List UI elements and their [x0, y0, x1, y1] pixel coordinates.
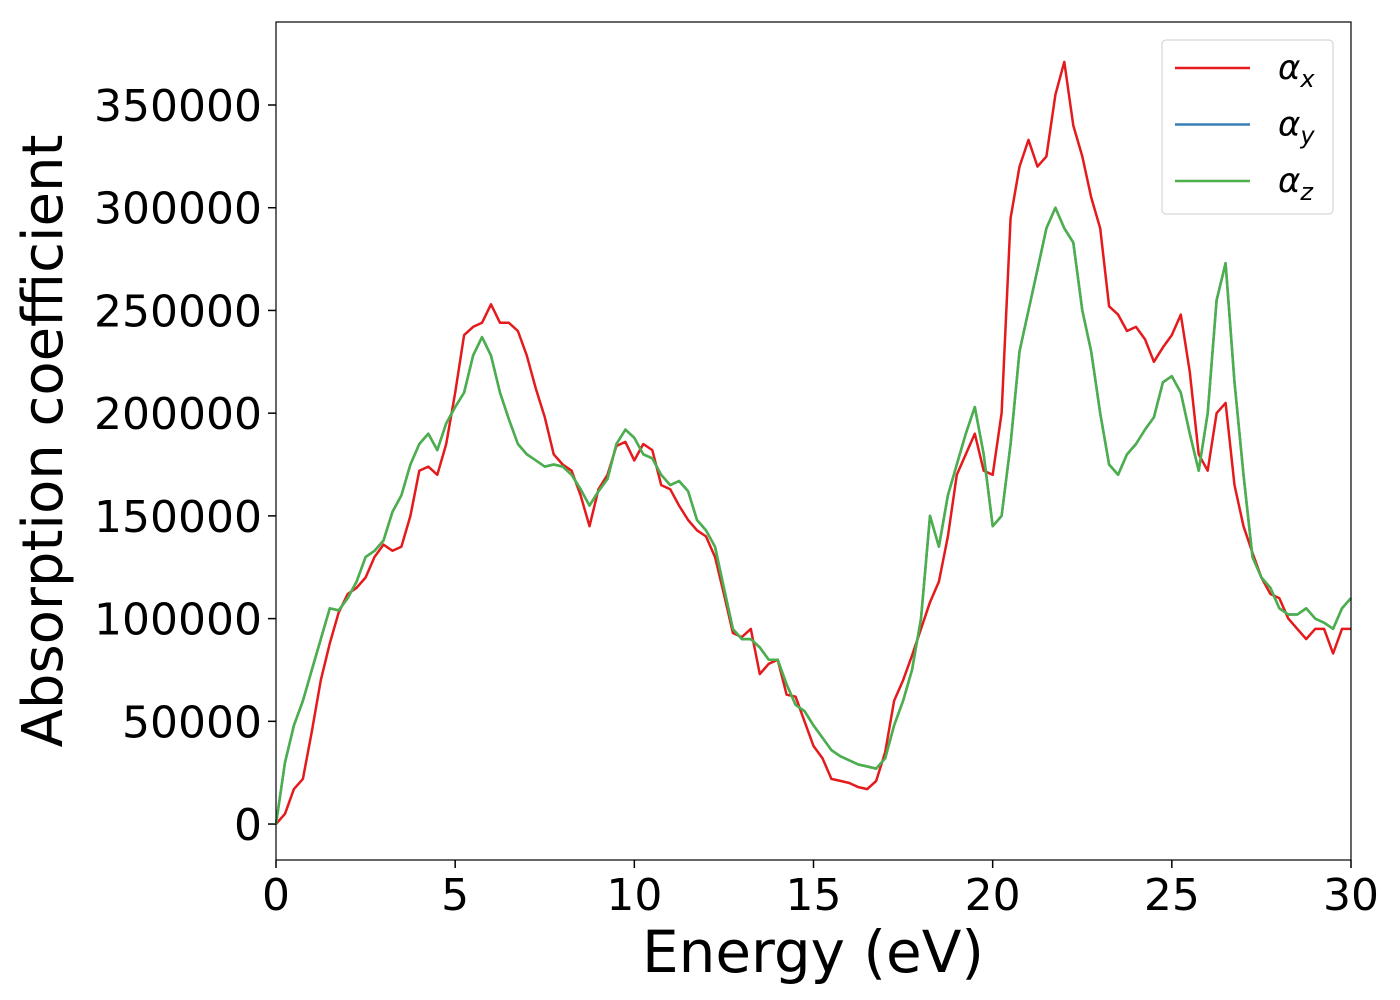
legend: αx αy αz — [1161, 39, 1334, 215]
x-tick-label: 5 — [441, 870, 469, 921]
legend-label: αz — [1278, 161, 1314, 206]
x-tick-label: 0 — [262, 870, 290, 921]
x-tick-label: 25 — [1144, 870, 1200, 921]
x-tick-label: 20 — [965, 870, 1021, 921]
y-axis-label: Absorption coefficient — [11, 135, 76, 748]
y-tick-label: 250000 — [94, 286, 262, 337]
x-tick-label: 30 — [1323, 870, 1379, 921]
data-line — [274, 206, 1352, 825]
legend-label: αx — [1278, 48, 1315, 93]
data-line — [274, 206, 1352, 825]
data-line — [275, 60, 1351, 825]
x-axis-label: Energy (eV) — [642, 918, 984, 986]
y-tick-label: 50000 — [122, 697, 262, 748]
y-tick-label: 350000 — [94, 81, 262, 132]
legend-box — [1161, 39, 1334, 215]
x-tick-label: 10 — [606, 870, 662, 921]
legend-label: αy — [1278, 105, 1315, 150]
y-tick-label: 300000 — [94, 184, 262, 235]
y-tick-label: 150000 — [94, 492, 262, 543]
y-tick-label: 200000 — [94, 389, 262, 440]
y-tick-label: 0 — [234, 800, 262, 851]
y-tick-label: 100000 — [94, 595, 262, 646]
plot-frame — [275, 21, 1352, 861]
x-tick-label: 15 — [786, 870, 842, 921]
